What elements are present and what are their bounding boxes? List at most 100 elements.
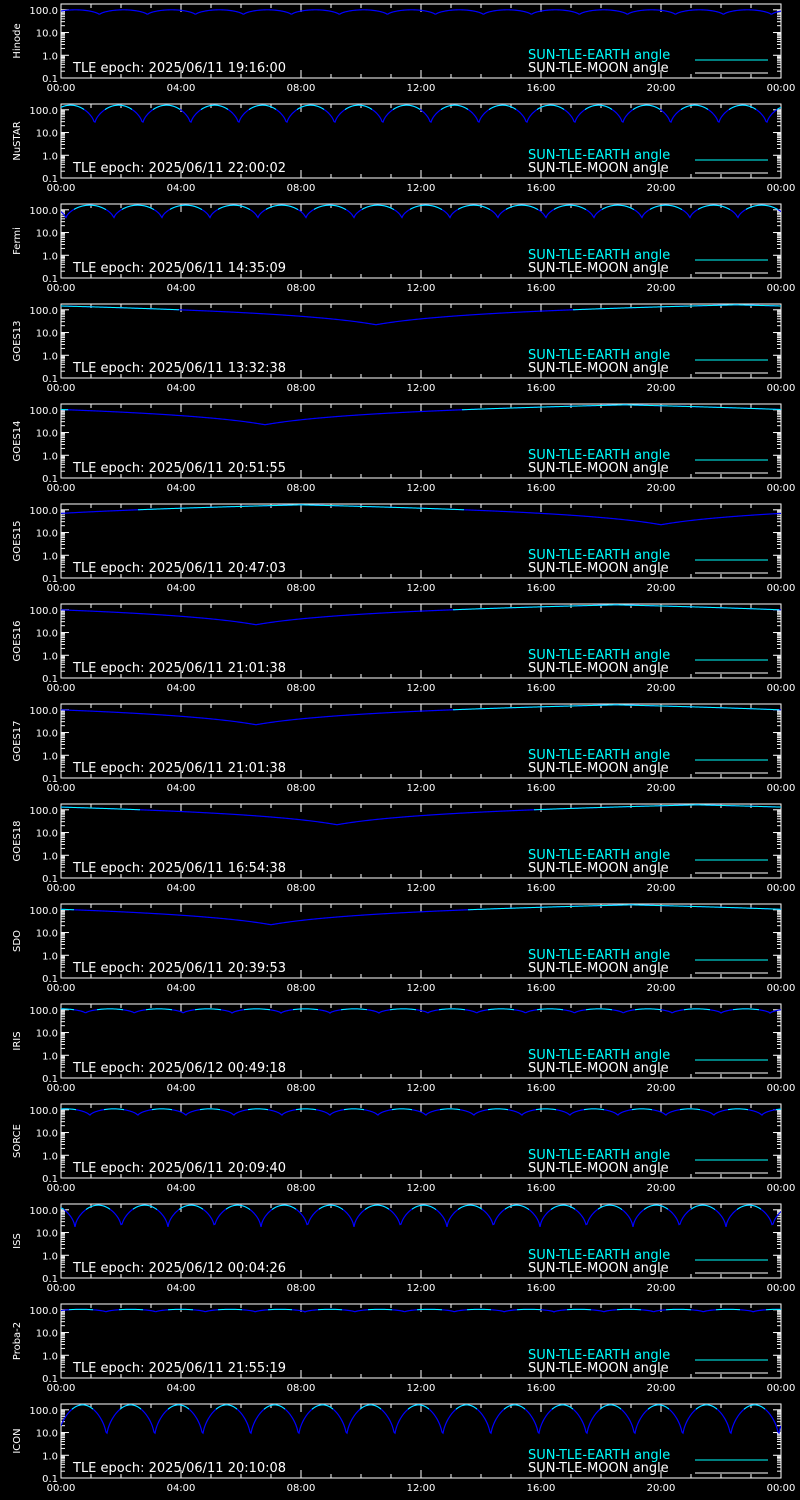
x-tick-label: 00:00 [47,183,76,194]
x-tick-label: 20:00 [647,1483,676,1494]
x-tick-label: 04:00 [167,783,196,794]
x-tick-label: 08:00 [287,483,316,494]
sun-tle-earth-curve-top [61,1204,762,1210]
satellite-label: NuSTAR [12,121,23,160]
sun-tle-earth-curve-top [61,404,781,411]
y-tick-label: 10.0 [36,1229,58,1240]
y-tick-label: 0.1 [42,274,58,285]
x-tick-label: 00:00 [767,483,796,494]
legend-moon-label: SUN-TLE-MOON angle [528,861,669,876]
y-tick-label: 1.0 [42,651,58,662]
y-tick-label: 1.0 [42,251,58,262]
satellite-label: GOES13 [12,320,23,361]
y-tick-label: 100.0 [29,106,58,117]
tle-epoch: TLE epoch: 2025/06/11 20:47:03 [72,561,286,576]
x-tick-label: 20:00 [647,1083,676,1094]
x-tick-label: 00:00 [767,983,796,994]
tle-epoch: TLE epoch: 2025/06/12 00:04:26 [72,1261,286,1276]
x-tick-label: 20:00 [647,1183,676,1194]
x-tick-label: 16:00 [527,583,556,594]
y-tick-label: 10.0 [36,429,58,440]
y-tick-label: 1.0 [42,1051,58,1062]
y-tick-label: 0.1 [42,1374,58,1385]
legend-moon-label: SUN-TLE-MOON angle [528,961,669,976]
x-tick-label: 08:00 [287,583,316,594]
sun-tle-earth-curve-top [452,704,780,711]
legend-earth-label: SUN-TLE-EARTH angle [528,848,670,863]
tle-epoch: TLE epoch: 2025/06/11 20:09:40 [72,1161,286,1176]
y-tick-label: 0.1 [42,874,58,885]
y-tick-label: 1.0 [42,1151,58,1162]
y-tick-label: 1.0 [42,551,58,562]
y-tick-label: 0.1 [42,1474,58,1485]
x-tick-label: 12:00 [407,1083,436,1094]
y-tick-label: 1.0 [42,451,58,462]
y-tick-label: 1.0 [42,151,58,162]
x-tick-label: 00:00 [47,1383,76,1394]
panel-goes13: 0.1 1.0 10.0 100.0 00:00 04:00 08:00 12:00 16:00… [12,303,795,394]
tle-epoch: TLE epoch: 2025/06/11 21:01:38 [72,661,286,676]
y-tick-label: 100.0 [29,1206,58,1217]
x-tick-label: 00:00 [767,783,796,794]
sun-tle-earth-curve-top [61,1008,760,1011]
x-tick-label: 00:00 [47,883,76,894]
x-tick-label: 16:00 [527,383,556,394]
x-tick-label: 04:00 [167,1483,196,1494]
tle-epoch: TLE epoch: 2025/06/11 21:55:19 [72,1361,286,1376]
y-tick-label: 10.0 [36,1029,58,1040]
y-tick-label: 100.0 [29,1406,58,1417]
x-tick-label: 12:00 [407,1183,436,1194]
x-tick-label: 20:00 [647,1383,676,1394]
legend-moon-label: SUN-TLE-MOON angle [528,1261,669,1276]
x-tick-label: 08:00 [287,883,316,894]
x-tick-label: 20:00 [647,383,676,394]
sun-tle-earth-curve [61,104,781,124]
y-tick-label: 0.1 [42,474,58,485]
y-tick-label: 0.1 [42,974,58,985]
sun-tle-earth-curve-top [61,904,781,911]
x-tick-label: 04:00 [167,1383,196,1394]
sun-tle-earth-curve-top [61,804,781,811]
x-tick-label: 00:00 [47,1183,76,1194]
x-tick-label: 08:00 [287,1283,316,1294]
panel-goes18: 0.1 1.0 10.0 100.0 00:00 04:00 08:00 12:00 16:00… [12,803,796,894]
x-tick-label: 00:00 [767,883,796,894]
legend-earth-label: SUN-TLE-EARTH angle [528,48,670,63]
x-tick-label: 00:00 [47,683,76,694]
x-tick-label: 20:00 [647,983,676,994]
x-tick-label: 12:00 [407,583,436,594]
legend-moon-label: SUN-TLE-MOON angle [528,1061,669,1076]
legend-earth-label: SUN-TLE-EARTH angle [528,1048,670,1063]
panel-sdo: 0.1 1.0 10.0 100.0 00:00 04:00 08:00 12:00 16:00… [12,903,796,994]
y-tick-label: 100.0 [29,6,58,17]
x-tick-label: 16:00 [527,683,556,694]
x-tick-label: 16:00 [527,1183,556,1194]
sun-tle-earth-curve-top [71,1404,766,1410]
legend-earth-label: SUN-TLE-EARTH angle [528,948,670,963]
tle-epoch: TLE epoch: 2025/06/11 14:35:09 [72,261,286,276]
x-tick-label: 08:00 [287,1483,316,1494]
x-tick-label: 00:00 [767,83,796,94]
sun-tle-earth-curve [61,1008,781,1014]
y-tick-label: 100.0 [29,906,58,917]
x-tick-label: 00:00 [47,1483,76,1494]
sun-tle-earth-curve-top [73,204,779,211]
satellite-label: SDO [12,930,23,952]
y-tick-label: 10.0 [36,729,58,740]
y-tick-label: 10.0 [36,129,58,140]
x-tick-label: 04:00 [167,983,196,994]
y-tick-label: 100.0 [29,206,58,217]
x-tick-label: 20:00 [647,783,676,794]
tle-epoch: TLE epoch: 2025/06/11 16:54:38 [72,861,286,876]
x-tick-label: 00:00 [47,283,76,294]
y-tick-label: 100.0 [29,806,58,817]
x-tick-label: 16:00 [527,783,556,794]
y-tick-label: 0.1 [42,574,58,585]
satellite-label: ICON [12,1428,23,1453]
tle-epoch: TLE epoch: 2025/06/11 20:10:08 [72,1461,286,1476]
panel-iss: 0.1 1.0 10.0 100.0 00:00 04:00 08:00 12:00 16:00… [12,1203,795,1294]
x-tick-label: 00:00 [767,583,796,594]
legend-earth-label: SUN-TLE-EARTH angle [528,1448,670,1463]
x-tick-label: 08:00 [287,383,316,394]
satellite-label: IRIS [12,1031,23,1050]
